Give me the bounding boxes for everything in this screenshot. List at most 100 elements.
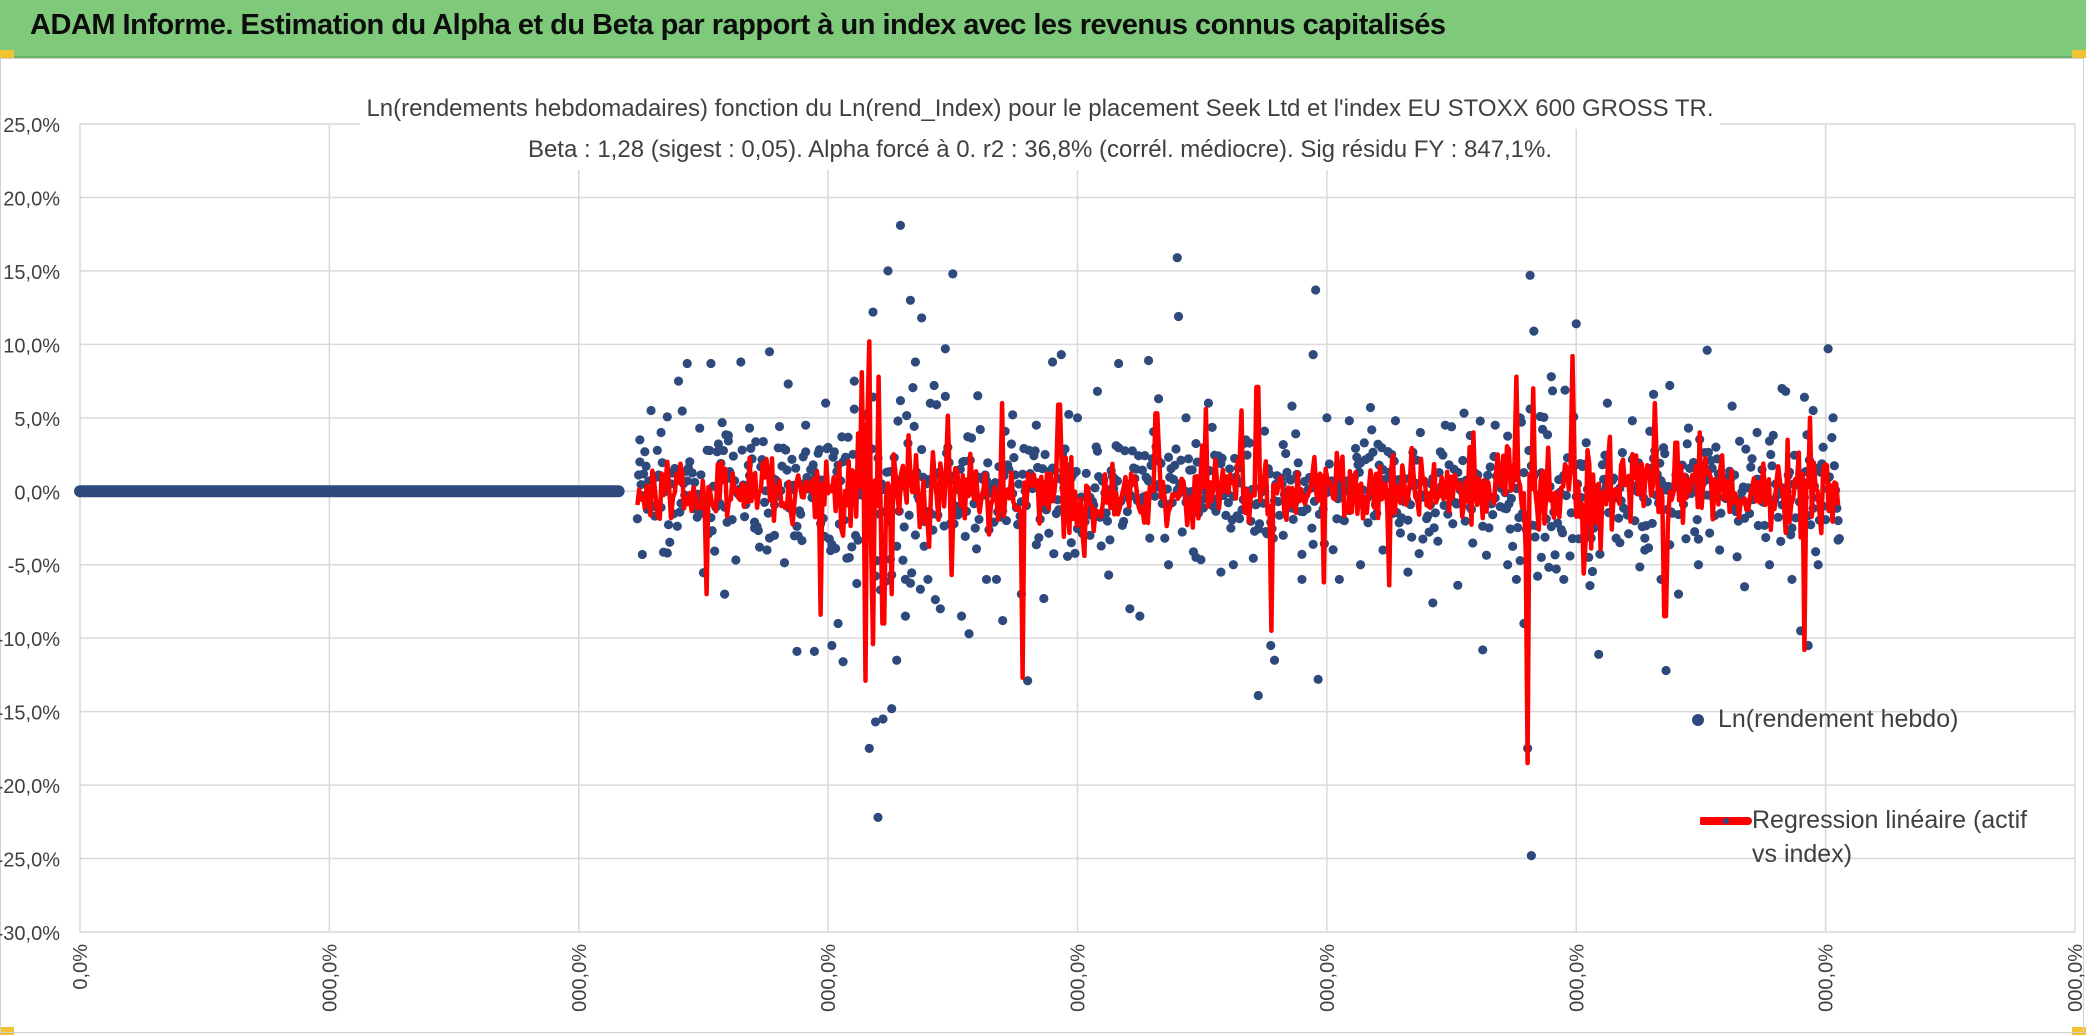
scatter-point [1105, 535, 1115, 545]
scatter-point [1571, 319, 1581, 329]
scatter-point [973, 391, 983, 401]
scatter-point [1428, 598, 1438, 608]
scatter-point [1030, 446, 1040, 456]
legend-item-scatter: Ln(rendement hebdo) [1692, 702, 1958, 736]
scatter-point [1665, 380, 1675, 391]
scatter-point [685, 457, 695, 467]
scatter-point [1259, 426, 1270, 436]
scatter-point [1739, 582, 1750, 592]
scatter-point [1143, 476, 1154, 486]
scatter-point [1145, 533, 1155, 543]
scatter-point [797, 535, 807, 546]
scatter-point [983, 458, 993, 468]
scatter-point [1014, 479, 1024, 489]
scatter-point [1163, 452, 1174, 462]
scatter-point [910, 357, 921, 367]
scatter-point [991, 574, 1002, 585]
scatter-point [1458, 455, 1468, 466]
scatter-point [1635, 562, 1645, 572]
scatter-point [1587, 566, 1598, 577]
scatter-point [1787, 523, 1797, 533]
y-tick-label: 10,0% [3, 335, 60, 357]
scatter-point [1747, 454, 1757, 464]
scatter-point [792, 646, 802, 657]
scatter-point [1490, 420, 1500, 430]
scatter-point [1228, 560, 1238, 570]
regression-line [635, 339, 1841, 766]
scatter-point [1559, 574, 1569, 585]
scatter-point [1429, 523, 1439, 533]
scatter-point [1311, 285, 1321, 295]
scatter-point [1808, 405, 1818, 416]
scatter-point [1328, 545, 1338, 555]
scatter-point [1759, 520, 1770, 531]
scatter-point [1536, 552, 1546, 562]
scatter-point [831, 543, 841, 554]
scatter-point [853, 535, 863, 545]
scatter-point [787, 454, 797, 464]
scatter-point [1764, 560, 1775, 570]
scatter-point [1150, 491, 1160, 501]
x-tick-label: 000,0% [2065, 944, 2086, 1012]
x-tick-label: 0,0% [70, 944, 92, 990]
scatter-point [656, 427, 666, 438]
scatter-point [1135, 611, 1145, 621]
scatter-point [1786, 530, 1796, 540]
scatter-point [809, 646, 820, 657]
scatter-point [1018, 469, 1028, 479]
scatter-point [1390, 416, 1401, 426]
scatter-point [883, 266, 893, 276]
scatter-point [868, 307, 878, 317]
scatter-point [1484, 523, 1494, 533]
scatter-point [910, 530, 921, 540]
scatter-point [663, 520, 674, 530]
scatter-point [754, 542, 765, 552]
scatter-point [1177, 527, 1187, 537]
scatter-point [821, 398, 831, 408]
scatter-point [898, 555, 908, 565]
scatter-point [640, 447, 650, 457]
scatter-point [1104, 570, 1114, 580]
legend-scatter-marker [1692, 714, 1704, 726]
scatter-point [1741, 444, 1751, 454]
scatter-point [1415, 427, 1425, 438]
scatter-point [1248, 553, 1258, 563]
y-tick-label: 0,0% [14, 482, 60, 504]
scatter-point [1597, 460, 1608, 470]
scatter-point [1324, 459, 1334, 469]
scatter-point [1308, 350, 1318, 360]
scatter-point [929, 380, 939, 391]
scatter-point [1503, 431, 1513, 441]
scatter-point [1119, 516, 1129, 527]
scatter-point [970, 523, 980, 533]
scatter-point [873, 812, 883, 823]
y-tick-label: 15,0% [3, 262, 60, 284]
scatter-point [1056, 350, 1066, 360]
scatter-point [1503, 560, 1513, 570]
scatter-point [895, 396, 906, 406]
scatter-point [1703, 447, 1714, 457]
scatter-point [1560, 385, 1570, 395]
scatter-point [1468, 538, 1478, 548]
scatter-point [915, 584, 925, 594]
scatter-point [675, 507, 685, 517]
scatter-point [917, 313, 927, 323]
scatter-point [1673, 589, 1684, 599]
scatter-point [1547, 386, 1558, 396]
scatter-point [1481, 550, 1492, 560]
scatter-point [1120, 446, 1130, 456]
scatter-point [1532, 571, 1543, 581]
scatter-point [696, 470, 706, 480]
scatter-point [1344, 416, 1354, 426]
scatter-point [1715, 545, 1725, 555]
y-tick-label: -10,0% [0, 629, 60, 651]
scatter-point [1395, 528, 1406, 538]
scatter-point [1539, 412, 1549, 422]
scatter-point [1291, 429, 1301, 439]
scatter-point [1781, 386, 1791, 396]
y-tick-label: -25,0% [0, 850, 60, 872]
scatter-point [1031, 420, 1041, 430]
scatter-point [1614, 513, 1624, 523]
scatter-point [731, 555, 741, 565]
scatter-point [1359, 438, 1369, 448]
